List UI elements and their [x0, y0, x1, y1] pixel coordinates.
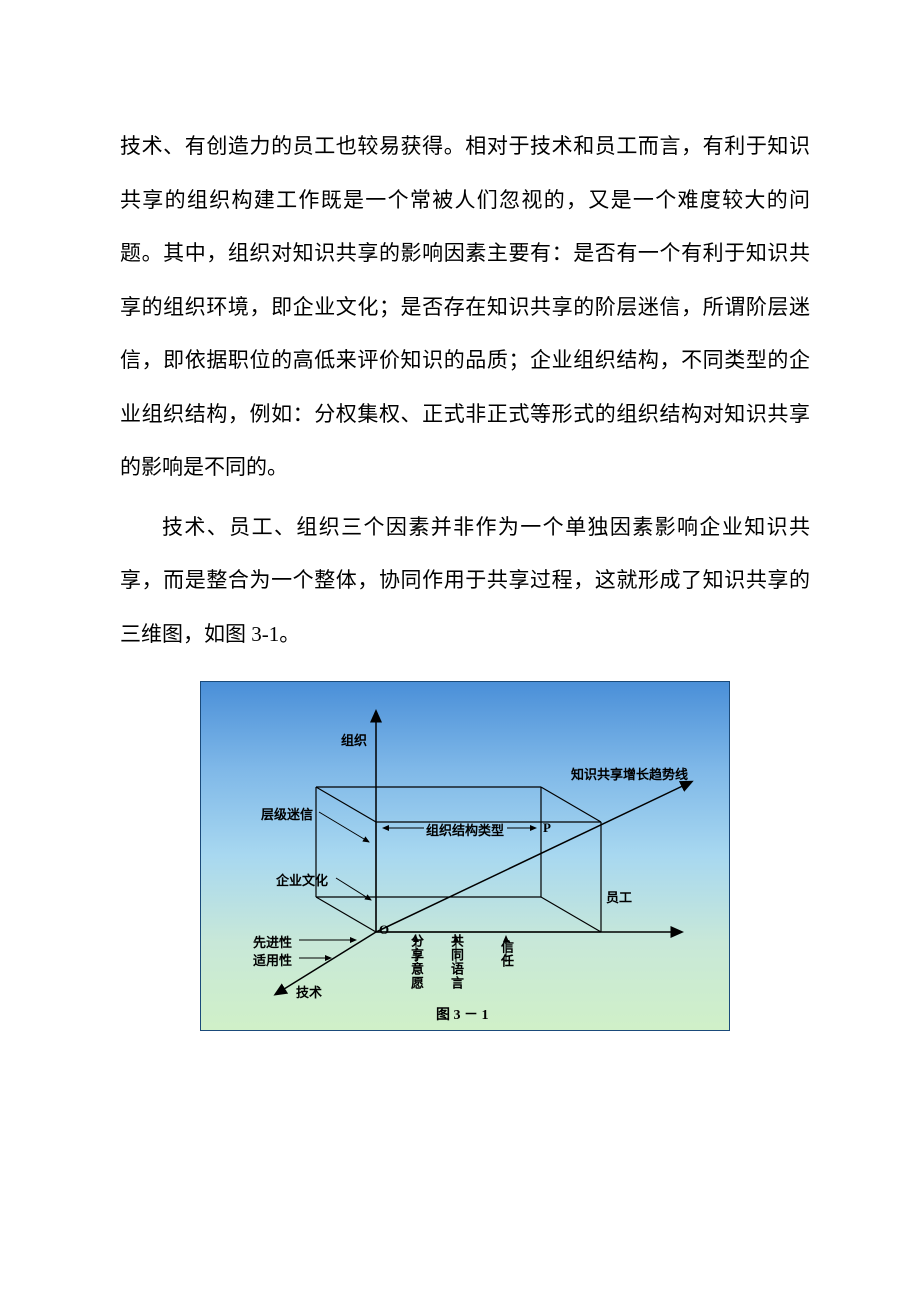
trend-line	[376, 782, 691, 932]
label-sharewill: 分享意愿	[407, 934, 426, 990]
label-axis-tech: 技术	[296, 982, 322, 1001]
document-page: 技术、有创造力的员工也较易获得。相对于技术和员工而言，有利于知识共享的组织构建工…	[0, 0, 920, 1111]
label-advanced: 先进性	[253, 932, 292, 951]
label-axis-z: 组织	[341, 730, 367, 749]
label-orgstruct: 组织结构类型	[426, 820, 504, 839]
label-applicability: 适用性	[253, 950, 292, 969]
cube-edge	[316, 897, 376, 932]
label-origin: O	[379, 922, 389, 938]
label-trust: 信任	[497, 940, 516, 968]
diagram-caption: 图 3 － 1	[436, 1004, 489, 1024]
label-commonlang: 共同语言	[447, 934, 466, 990]
label-trend: 知识共享增长趋势线	[571, 764, 688, 783]
cube-edge	[541, 897, 601, 932]
arrow-hierarchy	[319, 812, 369, 842]
diagram-3-1: 组织 员工 技术 O P 知识共享增长趋势线 层级迷信 组织结构类型 企业文化 …	[200, 681, 730, 1031]
label-culture: 企业文化	[276, 870, 328, 889]
label-hierarchy: 层级迷信	[261, 804, 313, 823]
label-axis-x: 员工	[606, 887, 632, 906]
cube-edge	[541, 787, 601, 822]
paragraph-1: 技术、有创造力的员工也较易获得。相对于技术和员工而言，有利于知识共享的组织构建工…	[120, 120, 810, 495]
diagram-svg	[201, 682, 731, 1032]
label-point-p: P	[543, 820, 551, 836]
cube-edge	[316, 787, 376, 822]
paragraph-2: 技术、员工、组织三个因素并非作为一个单独因素影响企业知识共享，而是整合为一个整体…	[120, 501, 810, 662]
